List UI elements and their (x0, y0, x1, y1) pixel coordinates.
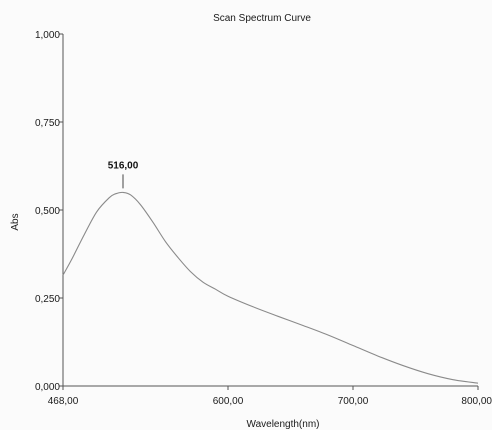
chart-title: Scan Spectrum Curve (213, 13, 311, 24)
y-tick-label: 1,000 (35, 30, 60, 41)
x-tick-label: 800,00 (461, 396, 492, 407)
y-tick-label: 0,750 (35, 118, 60, 129)
peak-label: 516,00 (108, 160, 139, 171)
y-tick-label: 0,250 (35, 294, 60, 305)
x-tick-label: 468,00 (48, 396, 79, 407)
y-axis-label: Abs (10, 213, 21, 230)
spectrum-line (62, 191, 479, 384)
x-tick-label: 600,00 (213, 396, 244, 407)
x-tick-label: 700,00 (338, 396, 369, 407)
y-tick-label: 0,500 (35, 206, 60, 217)
x-axis-label: Wavelength(nm) (247, 419, 320, 430)
y-tick-label: 0,000 (35, 382, 60, 393)
